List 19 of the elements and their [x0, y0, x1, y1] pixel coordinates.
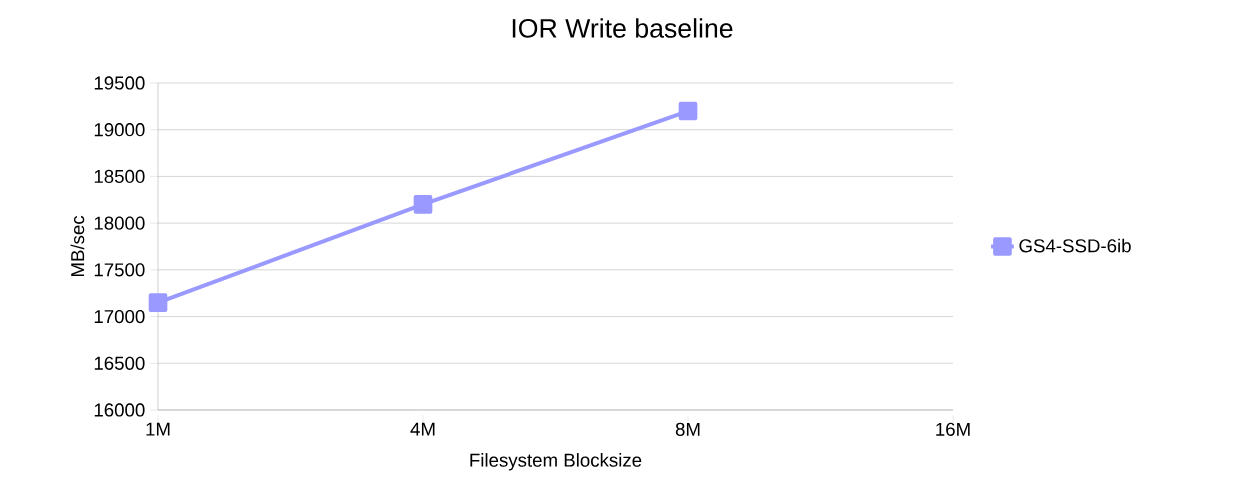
- y-tick-label: 17000: [94, 309, 145, 324]
- y-tick-label: 18500: [94, 169, 145, 184]
- legend-label: GS4-SSD-6ib: [1019, 238, 1131, 253]
- y-tick-label: 16000: [94, 403, 145, 417]
- point: [413, 195, 433, 214]
- y-axis-title: MB/sec: [70, 215, 85, 277]
- y-tick-label: 17500: [94, 263, 145, 277]
- x-tick-label: 8M: [675, 422, 700, 436]
- chart-title: IOR Write baseline: [512, 18, 733, 38]
- x-axis-title: Filesystem Blocksize: [470, 453, 642, 471]
- x-tick-label: 1M: [146, 422, 170, 436]
- point: [678, 101, 698, 121]
- y-tick-label: 16500: [94, 356, 145, 370]
- x-tick-label: 16M: [936, 422, 970, 436]
- y-tick-label: 18000: [94, 216, 145, 230]
- y-tick-label: 19500: [94, 76, 145, 90]
- y-tick-label: 19000: [94, 123, 145, 137]
- point: [148, 293, 168, 312]
- x-tick-label: 4M: [410, 422, 435, 436]
